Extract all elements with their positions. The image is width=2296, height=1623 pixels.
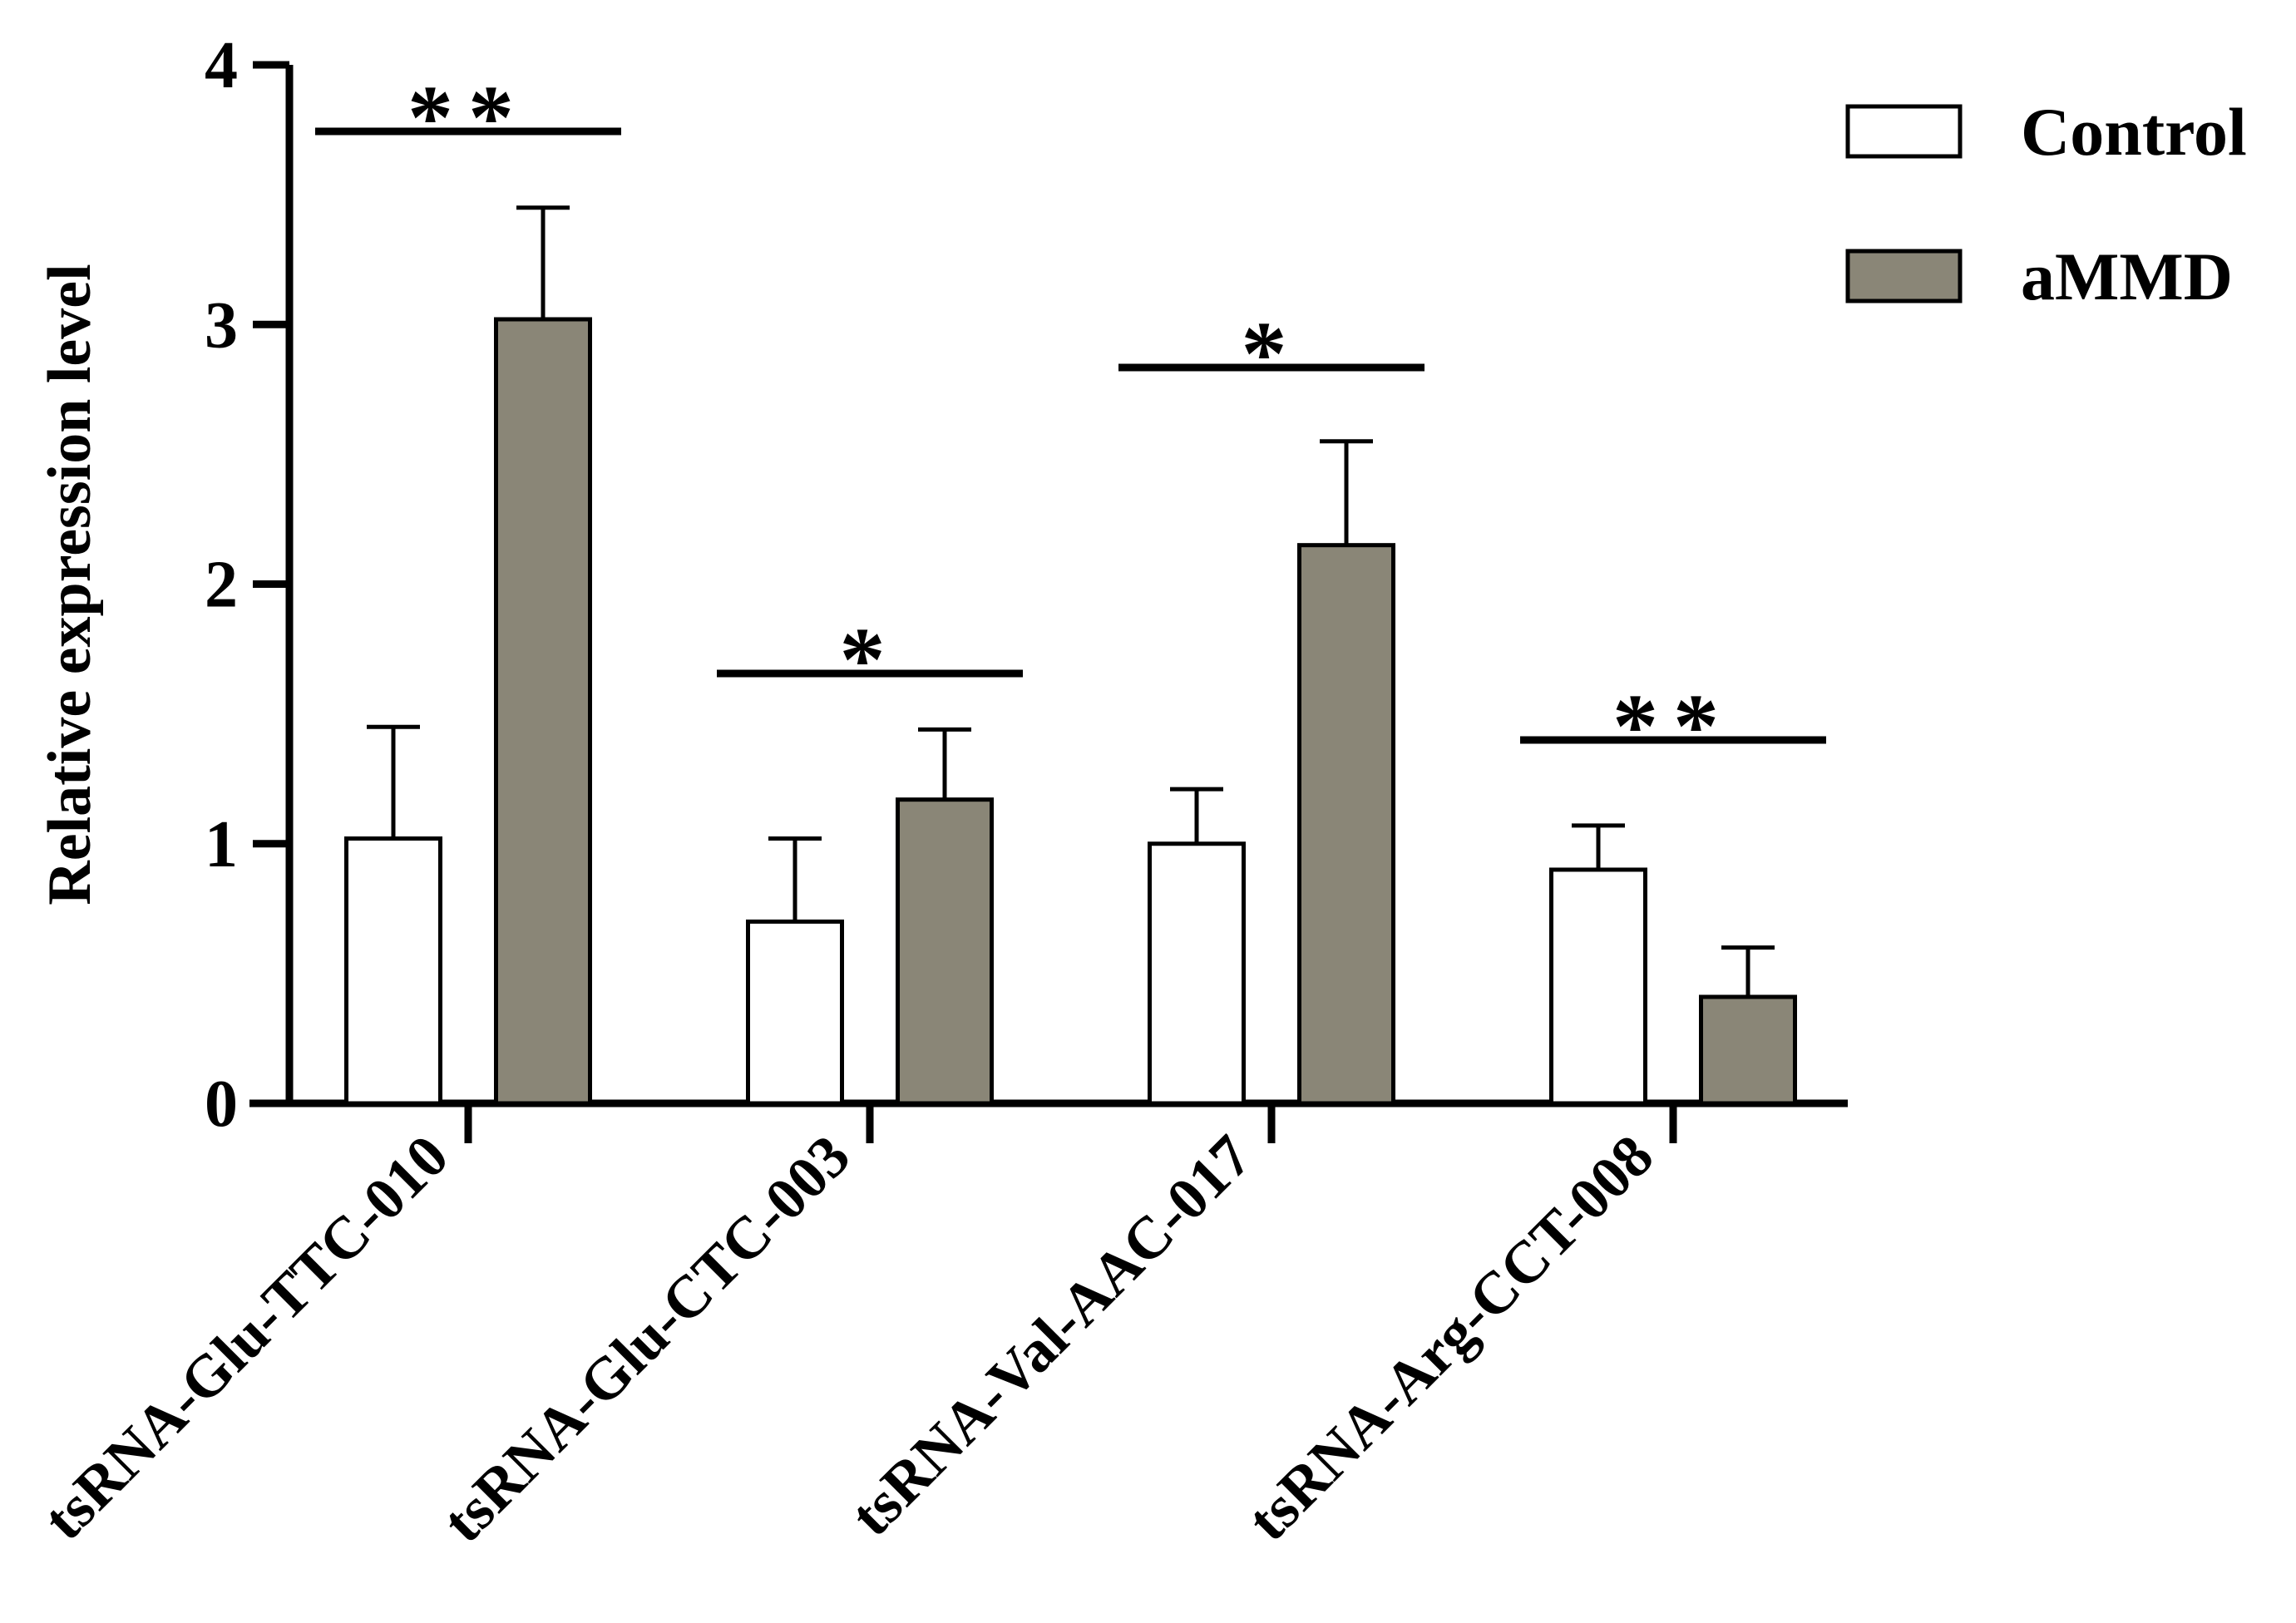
y-tick-label: 2 [205,549,238,622]
legend-swatch-ammd [1848,251,1960,301]
bar-ammd-0 [496,319,590,1103]
y-tick-label: 3 [205,289,238,362]
legend-swatch-control [1848,106,1960,156]
bar-ammd-3 [1701,997,1795,1103]
x-tick-label: tsRNA-Glu-CTC-003 [430,1122,862,1555]
significance-label: * [1242,303,1302,404]
bar-control-2 [1150,844,1244,1103]
y-axis-label: Relative expression level [36,264,104,905]
bar-control-3 [1552,870,1646,1103]
significance-label: ** [1612,675,1734,777]
significance-label: ** [407,67,529,168]
bar-control-0 [347,839,441,1103]
bar-chart: 0 1 2 3 4 tsRNA-Glu-TTC-010tsRNA-Glu-CTC-003… [0,0,2296,1623]
legend-label-control: Control [2021,94,2247,170]
y-axis: 0 1 2 3 4 [205,29,289,1141]
x-tick-label: tsRNA-Glu-TTC-010 [31,1122,462,1553]
x-axis: tsRNA-Glu-TTC-010tsRNA-Glu-CTC-003tsRNA-… [31,1103,1848,1555]
bar-ammd-2 [1300,545,1394,1103]
y-tick-label: 4 [205,29,238,102]
significance-label: * [840,609,901,710]
bar-ammd-1 [898,800,992,1103]
y-tick-label: 1 [205,808,238,881]
x-tick-label: tsRNA-Arg-CCT-008 [1235,1122,1666,1554]
y-tick-label: 0 [205,1068,238,1141]
legend: Control aMMD [1848,94,2247,314]
bar-control-1 [748,921,842,1103]
bars [347,319,1795,1103]
legend-label-ammd: aMMD [2021,239,2233,314]
x-tick-label: tsRNA-Val-AAC-017 [837,1122,1264,1549]
